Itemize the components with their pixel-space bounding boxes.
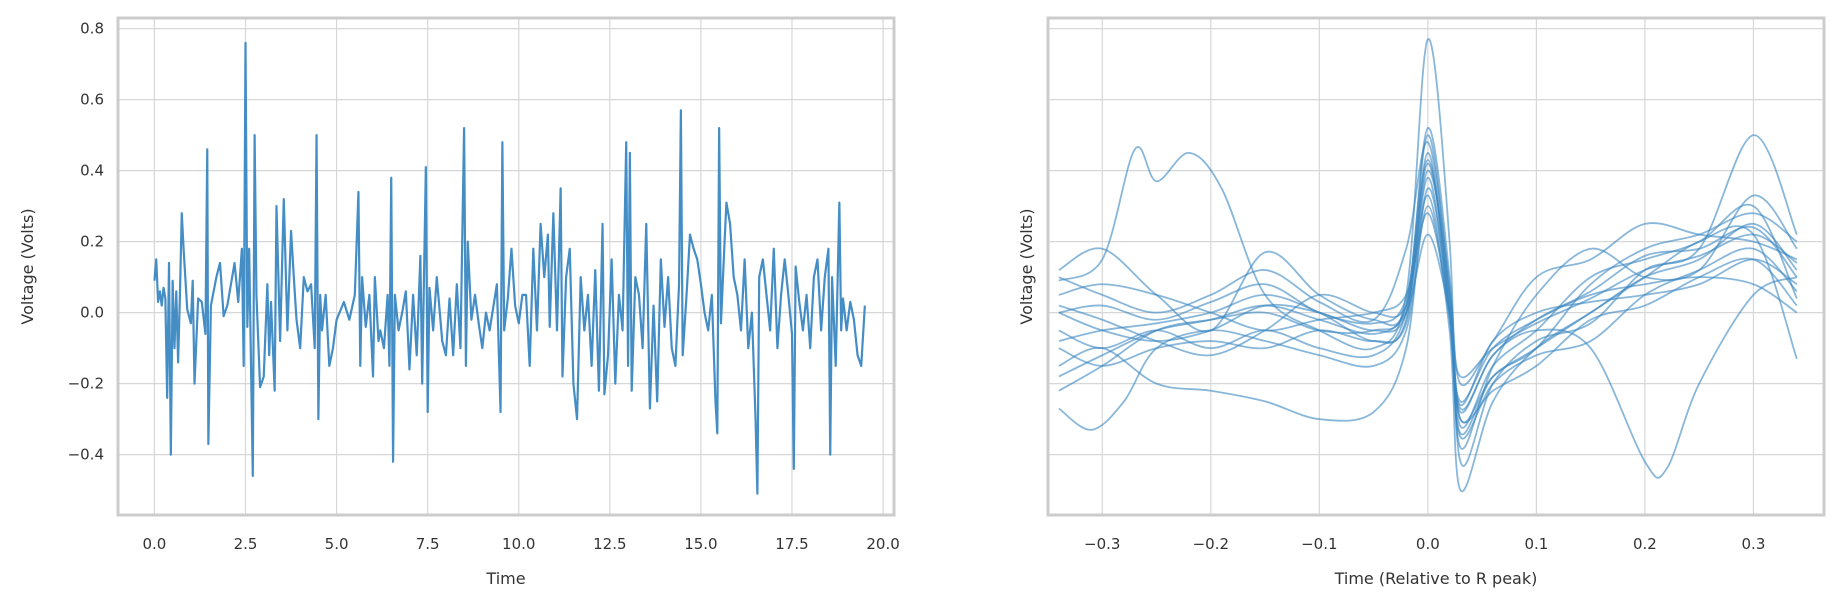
left-chart-xtick-label: 10.0 — [502, 535, 535, 553]
right-chart-xlabel: Time (Relative to R peak) — [1334, 569, 1538, 588]
right-chart-series-line-13 — [1058, 159, 1798, 411]
left-chart-xtick-label: 15.0 — [684, 535, 717, 553]
right-chart-xtick-label: 0.2 — [1633, 535, 1657, 553]
right-chart-series-line-11 — [1058, 141, 1798, 387]
right-chart-series-line-10 — [1058, 176, 1798, 406]
right-chart-panel: −0.3 −0.2 −0.1 0.0 0.1 0.2 0.3 Time (Relative … — [1017, 16, 1826, 588]
right-chart-series-line-12 — [1058, 233, 1798, 379]
left-chart-ytick-label: 0.0 — [80, 304, 104, 322]
right-chart-xtick-label: 0.3 — [1742, 535, 1766, 553]
left-chart-ytick-label: −0.2 — [68, 375, 104, 393]
left-chart-xtick-label: 7.5 — [416, 535, 440, 553]
left-chart-xtick-label: 0.0 — [143, 535, 167, 553]
left-chart-ylabel: Voltage (Volts) — [18, 208, 37, 324]
right-chart-xtick-label: −0.1 — [1301, 535, 1337, 553]
left-chart-ytick-label: −0.4 — [68, 446, 104, 464]
right-chart-ylabel: Voltage (Volts) — [1017, 208, 1036, 324]
left-chart-xlabel: Time — [485, 569, 525, 588]
right-chart-xtick-label: −0.2 — [1193, 535, 1229, 553]
left-chart-ytick-label: 0.2 — [80, 233, 104, 251]
left-chart-frame — [116, 16, 896, 517]
right-chart-frame — [1046, 16, 1826, 517]
right-chart-series-line-9 — [1058, 194, 1798, 436]
left-chart-xtick-label: 12.5 — [593, 535, 626, 553]
left-chart-xtick-label: 17.5 — [775, 535, 808, 553]
left-chart-xtick-label: 20.0 — [866, 535, 899, 553]
left-chart-xtick-label: 2.5 — [234, 535, 258, 553]
right-chart-xtick-label: −0.3 — [1084, 535, 1120, 553]
left-chart-ytick-label: 0.8 — [80, 20, 104, 38]
left-chart-ytick-label: 0.4 — [80, 162, 104, 180]
left-chart-series-line-0 — [153, 41, 866, 495]
right-chart-xtick-label: 0.0 — [1416, 535, 1440, 553]
left-chart-xtick-label: 5.0 — [325, 535, 349, 553]
left-chart-ytick-label: 0.6 — [80, 91, 104, 109]
left-chart-panel: 0.0 2.5 5.0 7.5 10.0 12.5 15.0 17.5 20.0 −0.4 −0.2… — [18, 16, 900, 588]
right-chart-xtick-label: 0.1 — [1524, 535, 1548, 553]
